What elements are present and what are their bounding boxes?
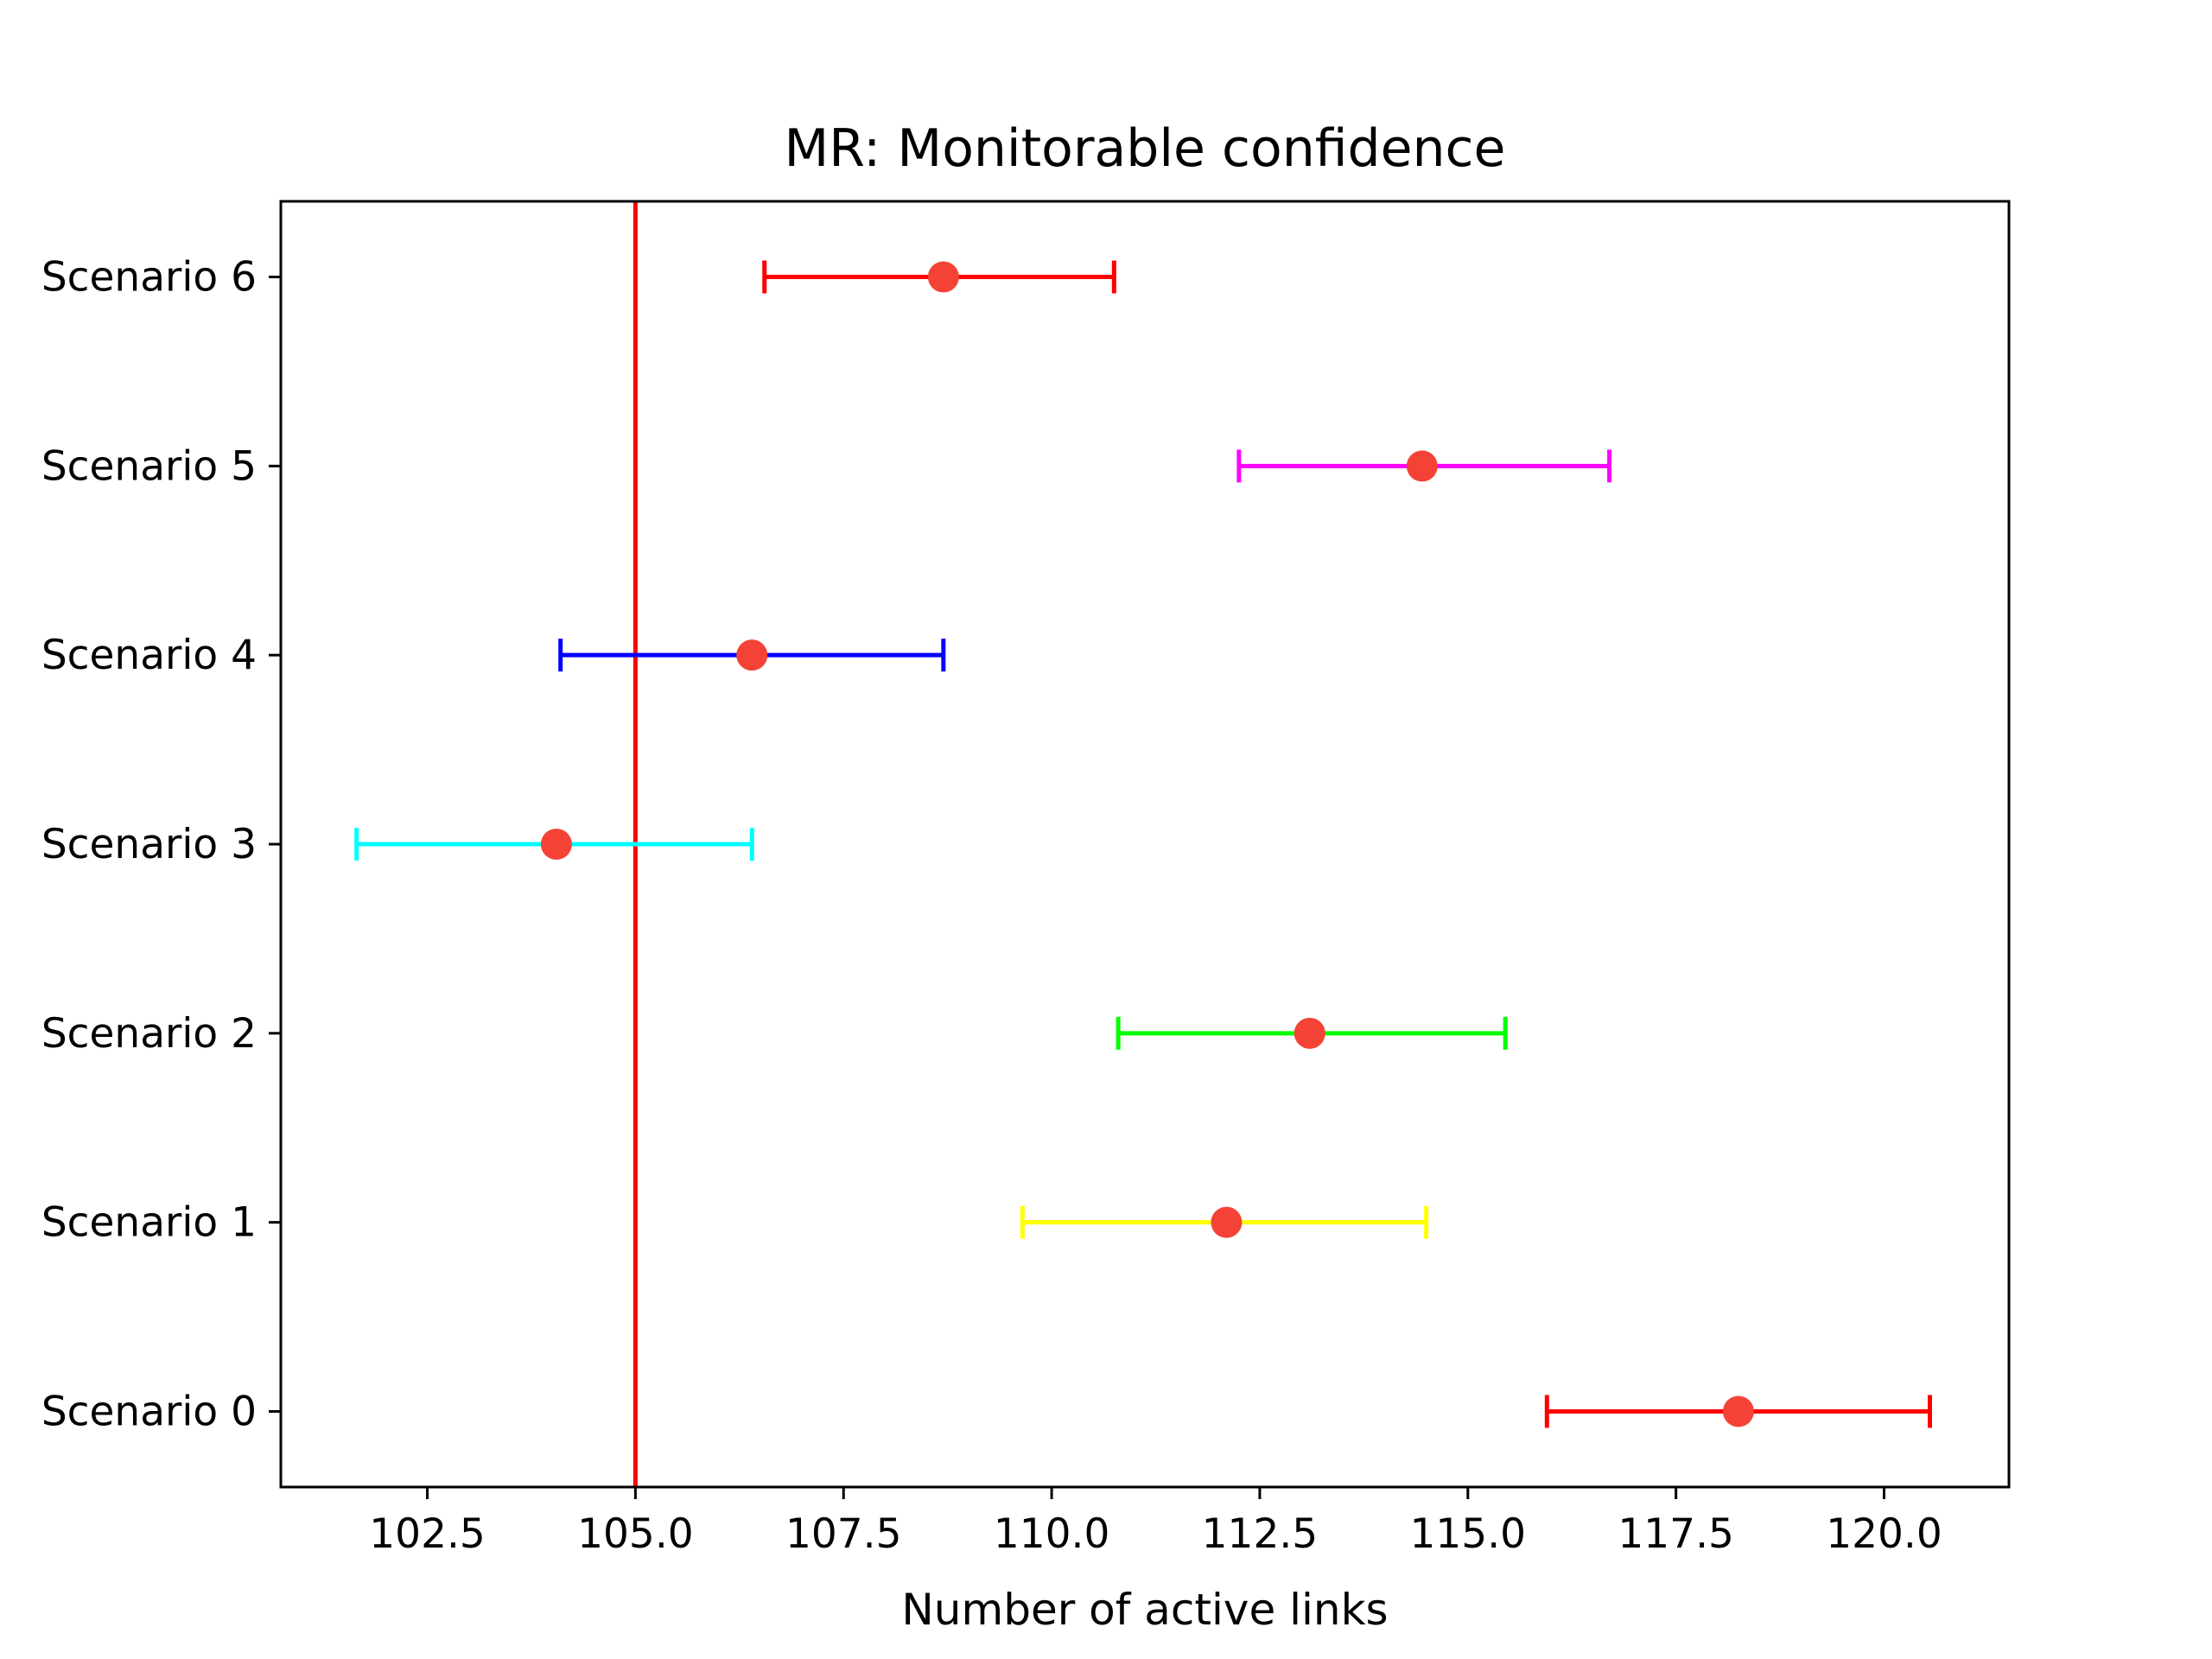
y-tick-label: Scenario 1 [41, 1199, 257, 1247]
plot-area [354, 201, 1932, 1487]
chart-title: MR: Monitorable confidence [785, 118, 1506, 179]
y-tick-label: Scenario 4 [41, 632, 257, 679]
error-bar-scenario-0 [1544, 1395, 1932, 1428]
x-tick-label: 110.0 [994, 1510, 1110, 1558]
x-tick-label: 107.5 [785, 1510, 902, 1558]
data-point-scenario-3 [540, 829, 572, 860]
data-point-scenario-0 [1722, 1395, 1754, 1427]
x-tick-label: 112.5 [1202, 1510, 1319, 1558]
x-tick-label: 120.0 [1826, 1510, 1942, 1558]
y-tick-label: Scenario 6 [41, 254, 257, 302]
error-bar-scenario-5 [1236, 449, 1612, 483]
data-point-scenario-5 [1406, 450, 1438, 482]
error-bar-scenario-2 [1116, 1016, 1508, 1050]
error-bar-scenario-6 [762, 260, 1116, 294]
y-tick-label: Scenario 5 [41, 442, 257, 490]
error-bar-scenario-1 [1020, 1205, 1429, 1239]
y-tick-label: Scenario 3 [41, 821, 257, 868]
error-bar-scenario-3 [354, 828, 754, 861]
data-point-scenario-4 [736, 639, 768, 671]
x-axis-label: Number of active links [901, 1585, 1388, 1635]
y-tick-label: Scenario 0 [41, 1388, 257, 1435]
x-tick-label: 102.5 [369, 1510, 486, 1558]
y-tick-label: Scenario 2 [41, 1010, 257, 1058]
data-point-scenario-1 [1211, 1206, 1243, 1238]
x-tick-label: 105.0 [577, 1510, 694, 1558]
data-point-scenario-6 [927, 261, 959, 293]
x-axis: 102.5 105.0 107.5 110.0 112.5 115.0 117.5 120.0 [369, 1487, 1942, 1558]
x-tick-label: 115.0 [1410, 1510, 1527, 1558]
y-axis: Scenario 0 Scenario 1 Scenario 2 Scenario 3… [41, 254, 281, 1435]
data-point-scenario-2 [1294, 1017, 1325, 1049]
error-bar-scenario-4 [558, 639, 946, 672]
x-tick-label: 117.5 [1618, 1510, 1734, 1558]
